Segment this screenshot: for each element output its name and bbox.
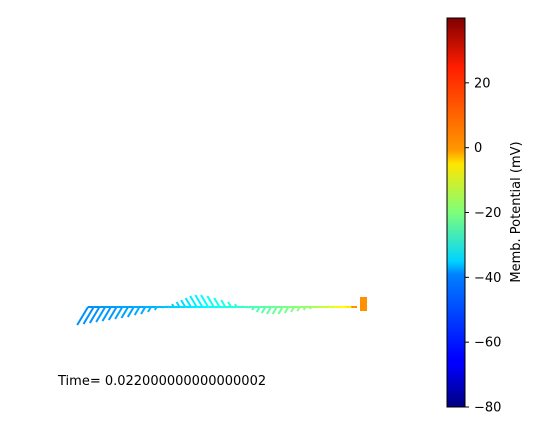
neuron-segment [140,306,147,315]
neuron-segment [194,294,204,308]
neuron-segment [266,306,273,315]
colorbar: −80 −60 −40 −20 0 20 Memb. Potential (mV) [446,17,524,416]
colorbar-gradient [446,17,466,408]
neuron-segment [76,306,89,326]
neuron-segment [277,306,284,315]
neuron-segment [184,297,192,308]
neuron-segment [126,306,135,318]
colorbar-tick-label: −40 [474,271,501,286]
colorbar-tick-label: −60 [474,336,501,351]
neuron-segment [180,299,187,308]
neuron-segment [107,306,118,321]
neuron-segment [95,306,107,323]
colorbar-tick-label: 0 [474,141,482,156]
neuron-segment [120,306,129,319]
neuron-segment [271,306,278,315]
neuron-segment [88,306,101,324]
neuron-segment [206,295,215,308]
neuron-segment [213,297,221,308]
colorbar-label: Memb. Potential (mV) [509,141,524,282]
neuron-segment [114,306,124,320]
colorbar-tick-label: −80 [474,401,501,416]
neuron-segment [133,306,141,316]
neuron-segment [82,306,95,325]
neuron-morphology [76,294,367,326]
colorbar-tick-label: 20 [474,76,491,91]
neuron-segment [189,295,198,308]
neuron-segment [220,299,227,308]
colorbar-ticks: −80 −60 −40 −20 0 20 [465,76,501,416]
neuron-segment [200,294,210,308]
neuron-segment [101,306,112,322]
neuron-soma [360,297,367,311]
time-label: Time= 0.022000000000000002 [58,374,267,389]
colorbar-tick-label: −20 [474,206,501,221]
